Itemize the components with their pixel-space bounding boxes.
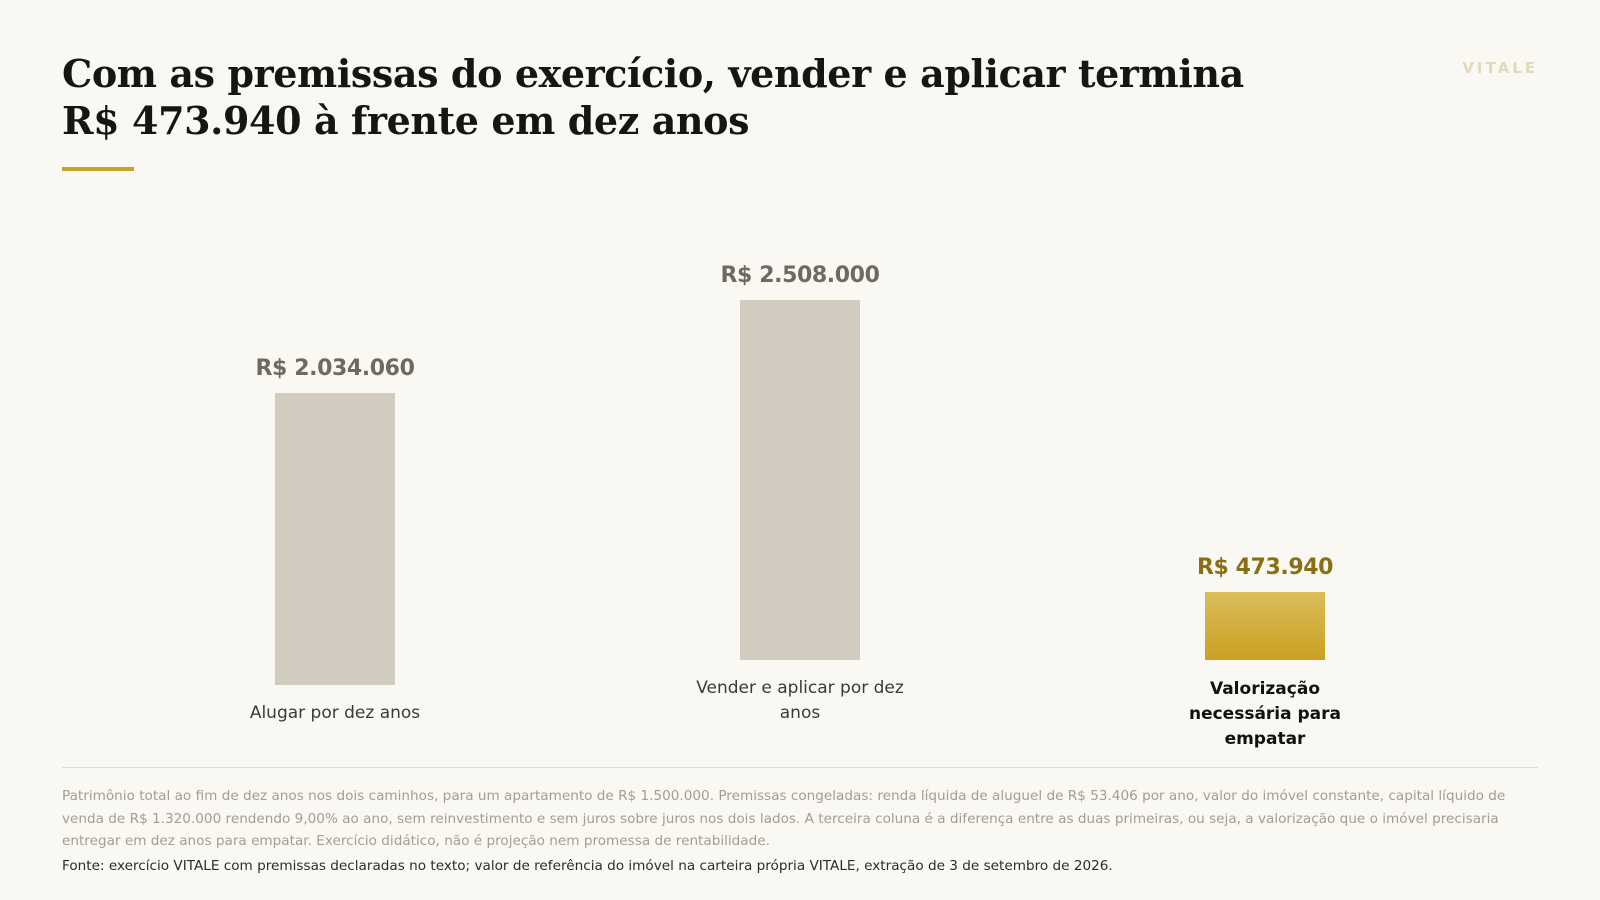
bar-value-label-2: R$ 2.508.000 [721, 263, 880, 288]
brand-logo: VITALE [1462, 59, 1538, 77]
source-note: Fonte: exercício VITALE com premissas de… [62, 858, 1113, 874]
bar-1 [275, 393, 395, 685]
bar-chart: R$ 2.034.060 R$ 2.508.000 R$ 473.940 [256, 263, 1334, 685]
category-label-2: Vender e aplicar por dez anos [696, 678, 904, 723]
bar-2 [740, 300, 860, 660]
title-accent-rule [62, 167, 134, 171]
footer-divider [62, 767, 1538, 768]
footnote: Patrimônio total ao fim de dez anos nos … [62, 788, 1506, 849]
category-label-3: Valorização necessária para empatar [1188, 679, 1342, 749]
bar-value-label-1: R$ 2.034.060 [256, 356, 415, 381]
chart-title: Com as premissas do exercício, vender e … [62, 51, 1244, 143]
category-label-1: Alugar por dez anos [249, 703, 421, 723]
bar-3 [1205, 591, 1325, 660]
bar-value-label-3: R$ 473.940 [1197, 555, 1333, 580]
